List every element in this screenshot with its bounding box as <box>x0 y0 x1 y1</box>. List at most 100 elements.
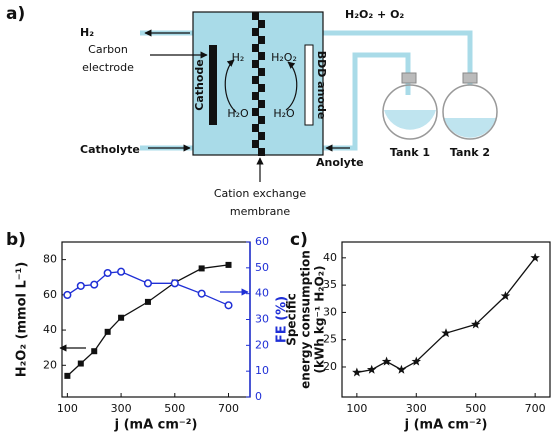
membrane-block <box>252 92 259 100</box>
membrane-block <box>258 84 265 92</box>
membrane-block <box>258 148 265 156</box>
y-tick-label: 40 <box>43 323 57 336</box>
y2-tick-label: 60 <box>255 235 269 248</box>
marker <box>225 261 232 268</box>
y2-tick-label: 40 <box>255 287 269 300</box>
y2-tick-label: 0 <box>255 390 262 403</box>
liquid <box>384 110 436 130</box>
marker <box>117 267 126 276</box>
marker <box>411 356 422 366</box>
membrane-block <box>252 28 259 36</box>
label: Catholyte <box>80 143 140 156</box>
marker <box>143 279 152 288</box>
label: Tank 2 <box>450 146 490 159</box>
marker <box>381 356 392 366</box>
marker <box>470 319 481 329</box>
marker <box>197 289 206 298</box>
membrane-block <box>258 132 265 140</box>
marker <box>396 364 407 374</box>
marker <box>198 265 205 272</box>
cell-diagram: a) H₂ Carbon electrode Cathode BDD anode… <box>6 4 498 218</box>
x-tick-label: 100 <box>57 402 78 415</box>
marker <box>366 364 377 374</box>
marker <box>103 268 112 278</box>
label: H₂O₂ + O₂ <box>345 8 404 21</box>
x-tick-label: 500 <box>164 402 185 415</box>
tank <box>442 84 498 140</box>
y-axis-label: H₂O₂ (mmol L⁻¹) <box>15 262 30 378</box>
membrane-block <box>258 52 265 60</box>
y2-axis-label: FE (%) <box>275 296 290 343</box>
marker <box>224 301 233 310</box>
y-axis-label: Specific <box>285 293 299 346</box>
membrane-block <box>252 12 259 20</box>
membrane-block <box>252 140 259 148</box>
y-tick-label: 60 <box>43 288 57 301</box>
membrane-block <box>252 124 259 132</box>
y-tick-label: 30 <box>323 305 337 318</box>
x-tick-label: 300 <box>111 402 132 415</box>
label: membrane <box>230 205 290 218</box>
membrane <box>252 12 265 156</box>
label: H₂O <box>273 107 295 120</box>
anode-electrode <box>304 44 314 126</box>
marker <box>144 298 151 305</box>
pipe <box>323 30 473 85</box>
label: Cathode <box>193 59 206 110</box>
marker <box>90 280 99 289</box>
y-axis-label: energy consumption <box>299 250 313 389</box>
stopper <box>462 72 478 84</box>
marker <box>63 290 72 300</box>
x-axis-label: j (mA cm⁻²) <box>404 418 488 433</box>
y-tick-label: 80 <box>43 253 57 266</box>
membrane-block <box>258 20 265 28</box>
membrane-block <box>252 44 259 52</box>
y2-tick-label: 50 <box>255 261 269 274</box>
membrane-block <box>258 116 265 124</box>
marker <box>118 314 125 321</box>
arrow <box>224 59 237 113</box>
y-tick-label: 40 <box>323 251 337 264</box>
membrane-block <box>252 60 259 68</box>
y2-tick-label: 30 <box>255 313 269 326</box>
tank <box>382 84 438 140</box>
panel-label: b) <box>6 230 26 250</box>
label: Carbon <box>88 43 128 56</box>
marker <box>64 372 71 379</box>
x-tick-label: 300 <box>406 402 427 415</box>
liquid <box>444 118 496 138</box>
membrane-block <box>252 108 259 116</box>
label: H₂O <box>227 107 249 120</box>
marker <box>500 291 511 301</box>
panel-label: a) <box>6 4 25 24</box>
stopper <box>401 72 417 84</box>
x-tick-label: 700 <box>525 402 546 415</box>
series-line <box>356 257 536 374</box>
label: H₂O₂ <box>271 51 297 64</box>
y-axis-label: (kWh kg⁻¹ H₂O₂) <box>313 266 327 374</box>
label: Cation exchange <box>214 187 307 200</box>
marker <box>77 360 84 367</box>
marker <box>441 328 451 338</box>
membrane-block <box>258 100 265 108</box>
y-tick-label: 35 <box>323 278 337 291</box>
membrane-block <box>258 36 265 44</box>
marker <box>104 328 111 335</box>
label: BDD anode <box>315 51 328 120</box>
marker <box>91 348 98 355</box>
x-axis-label: j (mA cm⁻²) <box>114 418 198 433</box>
marker <box>352 367 362 377</box>
marker <box>170 279 179 288</box>
cathode-electrode <box>209 45 217 125</box>
label: H₂ <box>80 26 94 39</box>
label: electrode <box>82 61 134 74</box>
x-tick-label: 700 <box>218 402 239 415</box>
y-tick-label: 20 <box>323 360 337 373</box>
label: Tank 1 <box>390 146 430 159</box>
membrane-block <box>252 76 259 84</box>
label: Anolyte <box>316 156 364 169</box>
plot-frame <box>341 241 551 398</box>
membrane-block <box>258 68 265 76</box>
x-tick-label: 500 <box>465 402 486 415</box>
